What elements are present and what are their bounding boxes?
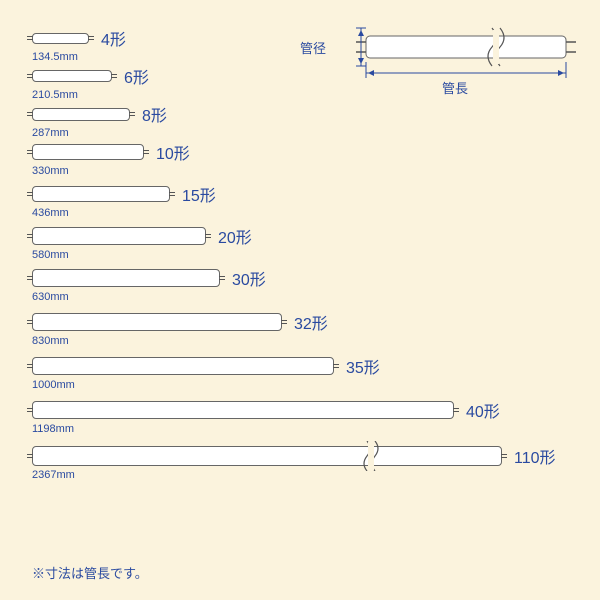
tube-shape xyxy=(32,401,454,419)
diagram-canvas: 管径 管長 4形134.5mm6形210.5mm8形287mm10形330mm1… xyxy=(0,0,600,600)
tube-shape xyxy=(32,269,220,287)
tube-type-label: 20形 xyxy=(218,224,252,248)
tube-length-label: 287mm xyxy=(32,127,167,139)
tube-type-label: 10形 xyxy=(156,140,190,164)
tube-type-label: 40形 xyxy=(466,398,500,422)
pin-left xyxy=(27,192,33,196)
pin-right xyxy=(501,454,507,458)
pin-left xyxy=(27,320,33,324)
tube-shape xyxy=(32,186,170,202)
pin-right xyxy=(169,192,175,196)
tube-row: 40形1198mm xyxy=(32,398,500,435)
footnote: ※寸法は管長です。 xyxy=(32,563,148,582)
pin-right xyxy=(219,276,225,280)
tube-shape xyxy=(32,357,334,375)
pin-left xyxy=(27,454,33,458)
pin-left xyxy=(27,36,33,40)
tube-type-label: 4形 xyxy=(101,26,126,50)
pin-left xyxy=(27,150,33,154)
tube-row: 15形436mm xyxy=(32,182,216,219)
tube-shape xyxy=(32,227,206,245)
break-mark xyxy=(363,441,383,471)
tube-length-label: 2367mm xyxy=(32,469,556,481)
tube-shape xyxy=(32,144,144,160)
tube-shape xyxy=(32,313,282,331)
tube-length-label: 134.5mm xyxy=(32,51,126,63)
tube-length-label: 1198mm xyxy=(32,423,500,435)
legend-diameter-label: 管径 xyxy=(300,38,326,57)
pin-right xyxy=(281,320,287,324)
tube-row: 6形210.5mm xyxy=(32,64,149,101)
pin-right xyxy=(129,112,135,116)
tube-length-label: 330mm xyxy=(32,165,190,177)
tube-length-label: 830mm xyxy=(32,335,328,347)
pin-right xyxy=(88,36,94,40)
pin-left xyxy=(27,276,33,280)
tube-shape xyxy=(32,33,89,44)
pin-right xyxy=(111,74,117,78)
pin-left xyxy=(27,408,33,412)
tube-row: 20形580mm xyxy=(32,224,252,261)
tube-length-label: 1000mm xyxy=(32,379,380,391)
tube-length-label: 580mm xyxy=(32,249,252,261)
tube-type-label: 8形 xyxy=(142,102,167,126)
tube-row: 32形830mm xyxy=(32,310,328,347)
legend-length-label: 管長 xyxy=(442,78,468,97)
tube-row: 30形630mm xyxy=(32,266,266,303)
tube-length-label: 630mm xyxy=(32,291,266,303)
legend-drawing: 管径 管長 xyxy=(332,18,580,88)
tube-row: 110形2367mm xyxy=(32,444,556,481)
tube-length-label: 436mm xyxy=(32,207,216,219)
pin-left xyxy=(27,112,33,116)
tube-shape xyxy=(32,108,130,121)
tube-row: 8形287mm xyxy=(32,102,167,139)
tube-shape xyxy=(32,446,502,466)
pin-left xyxy=(27,74,33,78)
tube-type-label: 35形 xyxy=(346,354,380,378)
pin-right xyxy=(453,408,459,412)
pin-left xyxy=(27,234,33,238)
tube-row: 4形134.5mm xyxy=(32,26,126,63)
tube-shape xyxy=(32,70,112,82)
tube-length-label: 210.5mm xyxy=(32,89,149,101)
tube-type-label: 6形 xyxy=(124,64,149,88)
tube-row: 35形1000mm xyxy=(32,354,380,391)
pin-right xyxy=(205,234,211,238)
tube-type-label: 32形 xyxy=(294,310,328,334)
tube-row: 10形330mm xyxy=(32,140,190,177)
tube-type-label: 15形 xyxy=(182,182,216,206)
tube-type-label: 30形 xyxy=(232,266,266,290)
pin-right xyxy=(333,364,339,368)
pin-left xyxy=(27,364,33,368)
pin-right xyxy=(143,150,149,154)
tube-type-label: 110形 xyxy=(514,444,556,468)
